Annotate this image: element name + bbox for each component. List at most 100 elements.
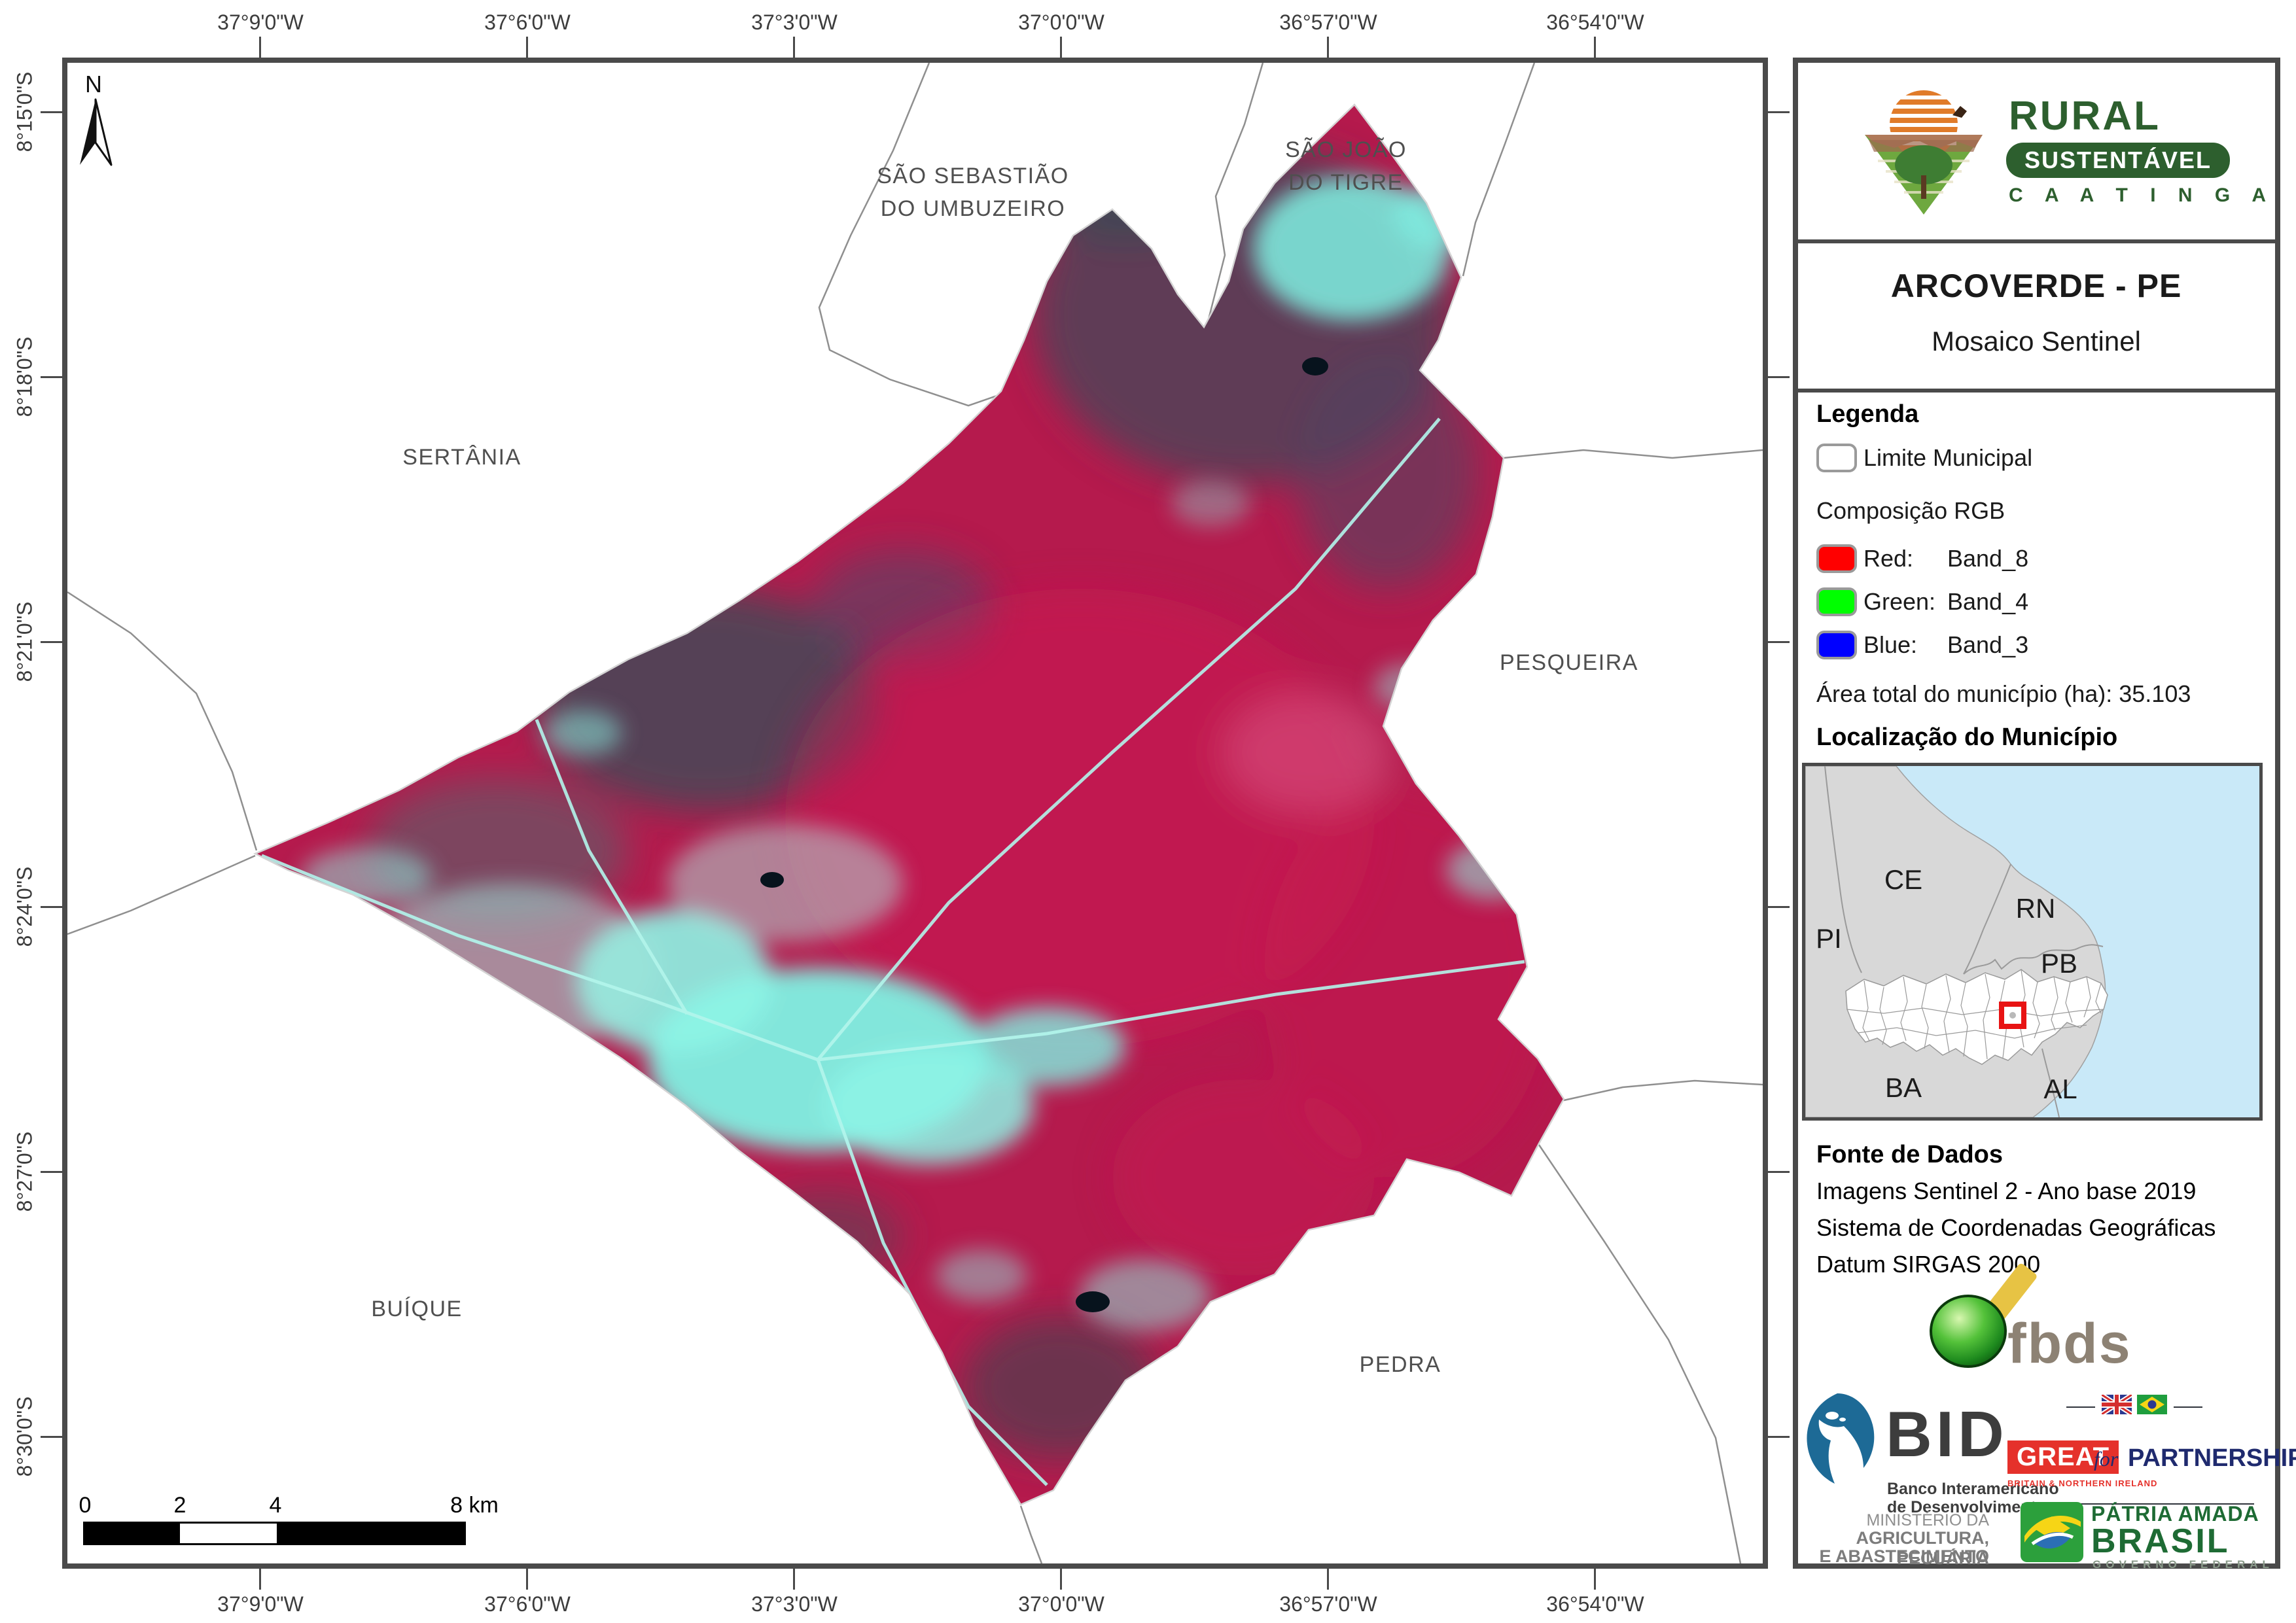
- great-wordmark: GREAT: [2007, 1440, 2119, 1474]
- coord-top-1: 37°9'0"W: [217, 10, 304, 34]
- sentinel-mosaic: [255, 105, 1564, 1505]
- coord-top-2: 37°6'0"W: [484, 10, 571, 34]
- source-line-3: Datum SIRGAS 2000: [1816, 1251, 2041, 1278]
- tick-bottom-1: [259, 1569, 261, 1590]
- scalebar-2: 2: [173, 1493, 186, 1518]
- blue-band-name: Band_3: [1947, 631, 2029, 658]
- blue-band-swatch: [1816, 631, 1857, 659]
- satellite-map-canvas: [67, 63, 1763, 1563]
- brasil-government-logo-icon: [2021, 1502, 2083, 1562]
- label-sao-joao-line2: DO TIGRE: [1288, 170, 1404, 195]
- legend-heading: Legenda: [1816, 400, 1919, 428]
- coord-bottom-3: 37°3'0"W: [751, 1592, 838, 1616]
- logo-subtitle-pill: SUSTENTÁVEL: [2006, 143, 2231, 178]
- blue-channel-label: Blue:: [1863, 631, 1918, 658]
- inset-pernambuco-band: [1845, 969, 2108, 1065]
- green-channel-label: Green:: [1863, 588, 1936, 615]
- tick-bottom-5: [1327, 1569, 1329, 1590]
- location-inset-map: CE RN PI PB BA AL: [1802, 763, 2263, 1121]
- label-pesqueira: PESQUEIRA: [1500, 650, 1638, 675]
- label-sertania: SERTÂNIA: [402, 445, 521, 470]
- scalebar-8km: 8 km: [450, 1493, 499, 1518]
- map-subtitle: Mosaico Sentinel: [1932, 326, 2141, 357]
- area-total-label: Área total do município (ha):: [1816, 680, 2113, 707]
- inset-state-ba: BA: [1885, 1072, 1922, 1103]
- coord-bottom-1: 37°9'0"W: [217, 1592, 304, 1616]
- ministry-line3: E ABASTECIMENTO: [1819, 1546, 1989, 1566]
- legend-band-red-row: Red: Band_8: [1816, 544, 2028, 573]
- label-sao-joao-line1: SÃO JOÃO: [1285, 137, 1407, 162]
- patria-amada-line: PÁTRIA AMADA: [2091, 1502, 2259, 1526]
- area-total-value: 35.103: [2119, 680, 2191, 707]
- bid-logo-icon: [1807, 1393, 1875, 1484]
- coord-bottom-6: 36°54'0"W: [1546, 1592, 1644, 1616]
- tick-top-4: [1060, 37, 1062, 58]
- fbds-logo-text: fbds: [2007, 1312, 2132, 1375]
- coord-top-3: 37°3'0"W: [751, 10, 838, 34]
- tick-top-5: [1327, 37, 1329, 58]
- tick-top-3: [793, 37, 795, 58]
- tick-top-1: [259, 37, 261, 58]
- coord-left-2: 8°18'0"S: [12, 336, 37, 417]
- tick-right-4: [1768, 906, 1790, 908]
- coord-left-5: 8°27'0"S: [12, 1131, 37, 1212]
- bid-name-line1: Banco Interamericano: [1887, 1480, 2059, 1498]
- governo-federal-line: GOVERNO FEDERAL: [2093, 1558, 2274, 1571]
- limite-municipal-label: Limite Municipal: [1863, 444, 2033, 471]
- tick-left-3: [41, 641, 62, 643]
- inset-state-pi: PI: [1816, 923, 1842, 954]
- tick-bottom-2: [526, 1569, 528, 1590]
- location-heading: Localização do Município: [1816, 724, 2118, 751]
- scalebar-0: 0: [79, 1493, 92, 1518]
- logo-title: RURAL: [2009, 94, 2161, 139]
- scalebar-4: 4: [269, 1493, 282, 1518]
- inset-state-pb: PB: [2041, 948, 2077, 979]
- limite-municipal-swatch: [1816, 444, 1857, 472]
- tick-left-4: [41, 906, 62, 908]
- label-sao-sebastiao-line2: DO UMBUZEIRO: [880, 196, 1066, 221]
- great-rule-right: [2174, 1406, 2202, 1408]
- red-band-swatch: [1816, 544, 1857, 573]
- coord-top-4: 37°0'0"W: [1018, 10, 1104, 34]
- coord-bottom-4: 37°0'0"W: [1018, 1592, 1104, 1616]
- sidebar-divider-2: [1798, 389, 2275, 393]
- legend-band-green-row: Green: Band_4: [1816, 587, 2028, 616]
- great-partnership: PARTNERSHIP: [2128, 1444, 2296, 1472]
- coord-top-6: 36°54'0"W: [1546, 10, 1644, 34]
- tick-left-1: [41, 111, 62, 113]
- tick-bottom-6: [1594, 1569, 1596, 1590]
- map-title: ARCOVERDE - PE: [1890, 268, 2182, 304]
- tick-top-2: [526, 37, 528, 58]
- coord-left-4: 8°24'0"S: [12, 866, 37, 947]
- uk-flag-icon: [2102, 1395, 2132, 1414]
- legend-band-blue-row: Blue: Band_3: [1816, 631, 2028, 659]
- great-subtext: BRITAIN & NORTHERN IRELAND: [2007, 1478, 2158, 1488]
- north-arrow-label: N: [85, 71, 102, 97]
- red-channel-label: Red:: [1863, 545, 1914, 572]
- tick-right-3: [1768, 641, 1790, 643]
- red-band-name: Band_8: [1947, 545, 2029, 572]
- logo-tagline: C A A T I N G A: [2009, 184, 2275, 206]
- north-arrow-icon: [80, 98, 113, 166]
- green-band-swatch: [1816, 587, 1857, 616]
- source-heading: Fonte de Dados: [1816, 1141, 2004, 1168]
- tick-right-1: [1768, 111, 1790, 113]
- inset-state-rn: RN: [2016, 893, 2056, 924]
- rgb-heading: Composição RGB: [1816, 497, 2005, 524]
- tick-bottom-4: [1060, 1569, 1062, 1590]
- tick-right-2: [1768, 376, 1790, 378]
- coord-left-6: 8°30'0"S: [12, 1396, 37, 1477]
- tick-bottom-3: [793, 1569, 795, 1590]
- coord-top-5: 36°57'0"W: [1279, 10, 1377, 34]
- area-total-line: Área total do município (ha): 35.103: [1816, 680, 2191, 708]
- tick-left-5: [41, 1171, 62, 1173]
- inset-state-al: AL: [2043, 1073, 2077, 1104]
- neighbor-boundary-lines: [67, 63, 1763, 1563]
- tick-left-6: [41, 1436, 62, 1438]
- bid-acronym: BID: [1886, 1398, 2008, 1470]
- tick-top-6: [1594, 37, 1596, 58]
- scale-bar: [83, 1522, 466, 1545]
- label-buique: BUÍQUE: [371, 1297, 463, 1321]
- label-sao-sebastiao-line1: SÃO SEBASTIÃO: [877, 164, 1069, 188]
